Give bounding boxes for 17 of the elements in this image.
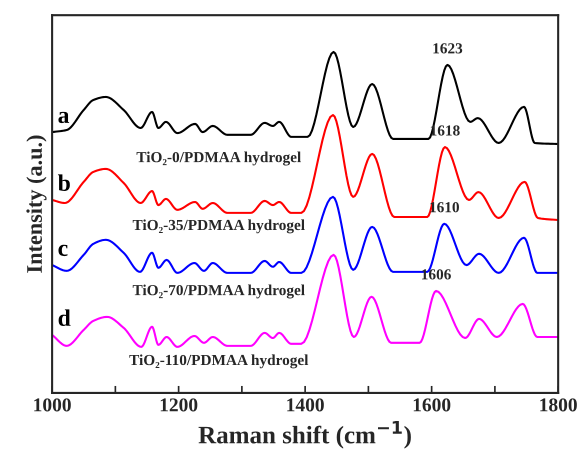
annotation: 1606 <box>422 269 451 280</box>
annotation: 1623 <box>433 43 462 54</box>
x-tick-label: 1800 <box>540 398 577 412</box>
x-tick-label: 1400 <box>287 398 324 412</box>
y-axis-title: Intensity (a.u.) <box>26 136 47 273</box>
annotation: TiO₂-35/PDMAA hydrogel <box>132 219 305 234</box>
x-tick-label: 1200 <box>160 398 198 412</box>
series-label: d <box>58 309 71 326</box>
annotation: TiO₂-110/PDMAA hydrogel <box>129 354 308 368</box>
series-label: a <box>58 112 70 124</box>
annotation: TiO₂-0/PDMAA hydrogel <box>136 152 301 166</box>
x-tick-label: 1600 <box>414 398 450 412</box>
series-label: c <box>58 244 68 256</box>
x-axis-title: Raman shift (cm$^{−1}$) <box>198 420 411 449</box>
annotation: TiO₂-70/PDMAA hydrogel <box>132 284 305 298</box>
x-tick-label: 1000 <box>34 398 71 412</box>
series-label: b <box>58 174 70 191</box>
